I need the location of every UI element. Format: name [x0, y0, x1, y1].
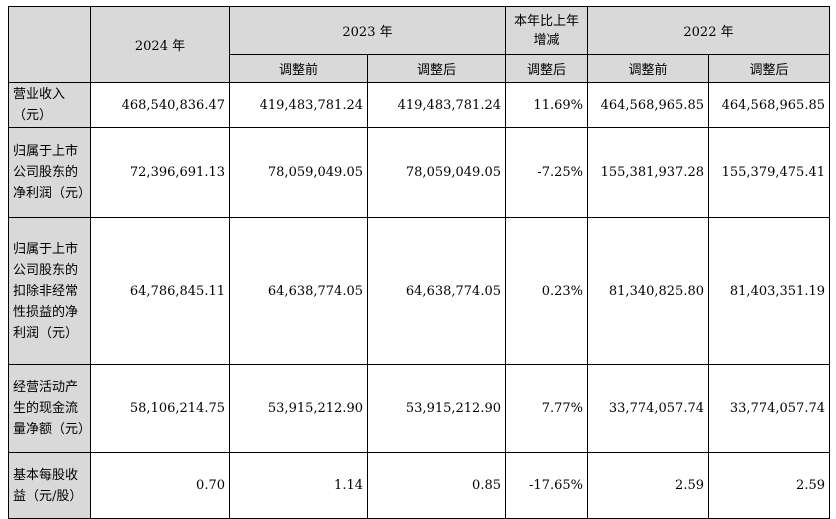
- header-2024: 2024 年: [90, 6, 230, 83]
- value-change: 7.77%: [505, 364, 588, 453]
- value-2023-after: 78,059,049.05: [367, 127, 506, 218]
- value-2023-before: 53,915,212.90: [229, 364, 368, 453]
- header-row-2: 调整前 调整后 调整后 调整前 调整后: [9, 54, 830, 83]
- row-label: 营业收入（元）: [8, 82, 91, 128]
- value-change: -17.65%: [505, 452, 588, 519]
- value-2023-after: 53,915,212.90: [367, 364, 506, 453]
- value-change: 11.69%: [505, 82, 588, 128]
- header-corner: [8, 6, 91, 83]
- value-2024: 468,540,836.47: [90, 82, 230, 128]
- table-row: 经营活动产生的现金流量净额（元） 58,106,214.75 53,915,21…: [8, 364, 830, 453]
- value-2023-before: 1.14: [229, 452, 368, 519]
- row-label: 归属于上市公司股东的扣除非经常性损益的净利润（元）: [8, 217, 91, 365]
- value-2022-after: 464,568,965.85: [708, 82, 830, 128]
- header-2023-before: 调整前: [229, 54, 368, 83]
- table-row: 归属于上市公司股东的净利润（元） 72,396,691.13 78,059,04…: [8, 127, 830, 218]
- row-label: 基本每股收益（元/股）: [8, 452, 91, 519]
- value-2023-before: 78,059,049.05: [229, 127, 368, 218]
- value-2024: 64,786,845.11: [90, 217, 230, 365]
- value-2023-after: 0.85: [367, 452, 506, 519]
- table-row: 基本每股收益（元/股） 0.70 1.14 0.85 -17.65% 2.59 …: [8, 452, 830, 519]
- value-2023-after: 419,483,781.24: [367, 82, 506, 128]
- value-2022-before: 33,774,057.74: [587, 364, 709, 453]
- value-2023-after: 64,638,774.05: [367, 217, 506, 365]
- row-label: 归属于上市公司股东的净利润（元）: [8, 127, 91, 218]
- value-2022-after: 33,774,057.74: [708, 364, 830, 453]
- value-2022-after: 155,379,475.41: [708, 127, 830, 218]
- financial-table: 2024 年 2023 年 本年比上年增减 2022 年 调整前 调整后 调整后…: [8, 6, 830, 519]
- value-2022-before: 155,381,937.28: [587, 127, 709, 218]
- value-2022-before: 2.59: [587, 452, 709, 519]
- header-change: 本年比上年增减: [505, 6, 588, 55]
- value-2023-before: 64,638,774.05: [229, 217, 368, 365]
- value-2024: 0.70: [90, 452, 230, 519]
- header-2022-after: 调整后: [708, 54, 830, 83]
- header-2023-after: 调整后: [367, 54, 506, 83]
- value-2023-before: 419,483,781.24: [229, 82, 368, 128]
- header-2022-before: 调整前: [587, 54, 709, 83]
- value-2022-after: 81,403,351.19: [708, 217, 830, 365]
- row-label: 经营活动产生的现金流量净额（元）: [8, 364, 91, 453]
- value-change: 0.23%: [505, 217, 588, 365]
- header-change-after: 调整后: [505, 54, 588, 83]
- header-row-1: 2024 年 2023 年 本年比上年增减 2022 年: [8, 6, 830, 83]
- table-row: 归属于上市公司股东的扣除非经常性损益的净利润（元） 64,786,845.11 …: [8, 217, 830, 365]
- value-2022-before: 464,568,965.85: [587, 82, 709, 128]
- table-row: 营业收入（元） 468,540,836.47 419,483,781.24 41…: [8, 82, 830, 128]
- value-change: -7.25%: [505, 127, 588, 218]
- value-2024: 72,396,691.13: [90, 127, 230, 218]
- value-2022-before: 81,340,825.80: [587, 217, 709, 365]
- value-2024: 58,106,214.75: [90, 364, 230, 453]
- header-2022: 2022 年: [587, 6, 830, 55]
- value-2022-after: 2.59: [708, 452, 830, 519]
- header-2023: 2023 年: [229, 6, 506, 55]
